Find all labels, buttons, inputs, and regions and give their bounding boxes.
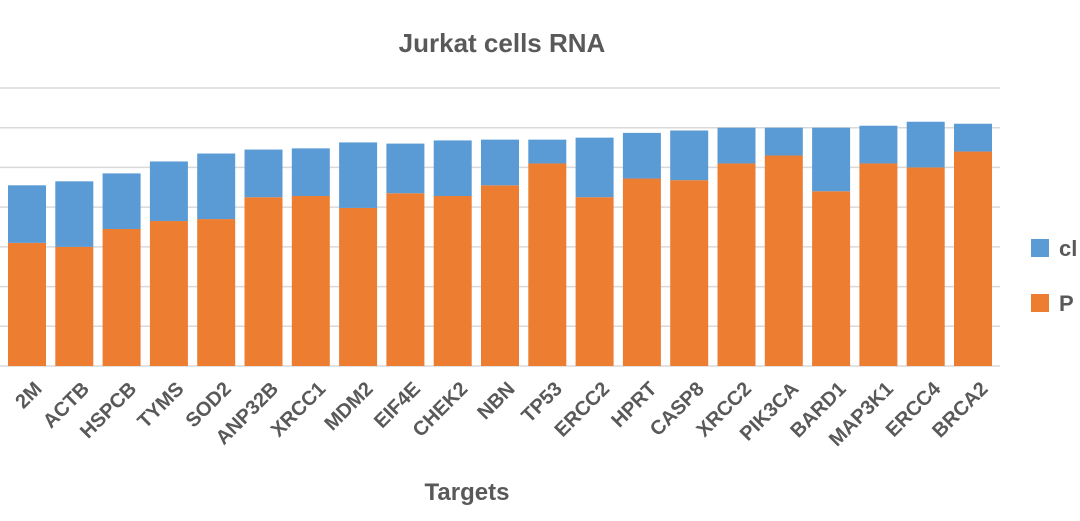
legend: cl P [1031, 236, 1077, 316]
bar-cl-sod2 [197, 153, 236, 220]
legend-swatch-P [1031, 294, 1049, 312]
bar-cl-brca2 [954, 123, 992, 152]
bar-P-eif4e [386, 193, 425, 366]
bar-P-brca2 [954, 151, 992, 366]
bar-cl-xrcc1 [291, 148, 330, 197]
chart-title: Jurkat cells RNA [399, 28, 606, 58]
bar-P-hprt [622, 178, 661, 366]
bar-P-sod2 [197, 219, 236, 366]
bar-cl-actb [55, 181, 94, 247]
bar-cl-pik3ca [764, 127, 803, 156]
bar-cl-chek2 [433, 140, 472, 197]
bar-cl-tyms [149, 161, 188, 222]
bar-P-ercc4 [906, 167, 945, 366]
bar-P-casp8 [670, 180, 709, 366]
legend-swatch-cl [1031, 239, 1049, 257]
bar-P-ercc2 [575, 197, 614, 366]
bar-P-tp53 [528, 163, 567, 366]
bar-P-tyms [149, 221, 188, 366]
x-axis-title: Targets [425, 479, 510, 506]
bar-cl-b2m [8, 185, 46, 243]
bar-P-pik3ca [764, 155, 803, 366]
bar-P-xrcc1 [291, 196, 330, 366]
bar-P-xrcc2 [717, 163, 756, 366]
legend-label-P: P [1059, 291, 1074, 316]
bar-cl-xrcc2 [717, 127, 756, 164]
bar-cl-tp53 [528, 139, 567, 164]
bar-P-chek2 [433, 196, 472, 366]
legend-label-cl: cl [1059, 236, 1077, 261]
bar-cl-casp8 [670, 130, 709, 181]
bar-cl-mdm2 [339, 142, 378, 208]
bar-cl-hspcb [102, 173, 141, 229]
bar-cl-eif4e [386, 143, 425, 194]
bar-cl-map3k1 [859, 125, 898, 164]
bar-cl-ercc2 [575, 137, 614, 198]
bar-cl-ercc4 [906, 121, 945, 168]
bars [8, 121, 992, 366]
bar-P-hspcb [102, 228, 141, 366]
bar-cl-nbn [481, 139, 519, 186]
bar-P-mdm2 [339, 207, 378, 366]
bar-P-nbn [481, 185, 519, 366]
bar-cl-bard1 [812, 127, 851, 192]
bar-P-map3k1 [859, 163, 898, 366]
bar-P-bard1 [812, 191, 851, 366]
bar-cl-anp32b [244, 149, 283, 198]
bar-P-actb [55, 246, 94, 366]
bar-P-b2m [8, 242, 46, 366]
bar-cl-hprt [622, 132, 661, 179]
bar-P-anp32b [244, 197, 283, 366]
